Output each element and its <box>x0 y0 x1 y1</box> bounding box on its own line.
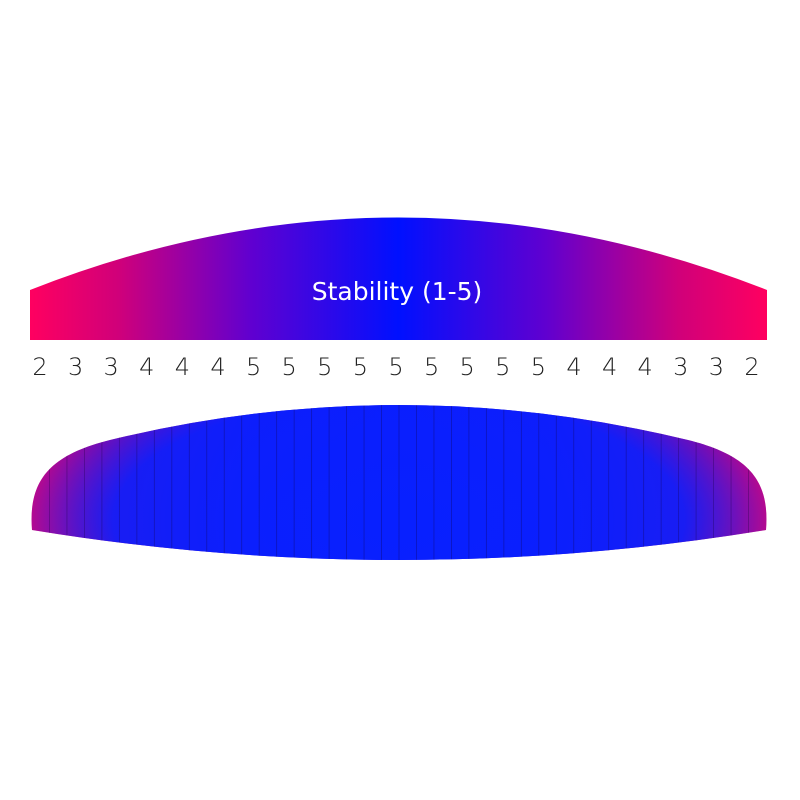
cell-value: 5 <box>424 353 439 381</box>
cell-value: 4 <box>566 353 581 381</box>
cell-value: 4 <box>638 353 653 381</box>
cell-value: 5 <box>460 353 475 381</box>
cell-value: 3 <box>104 353 119 381</box>
top-wing <box>30 217 767 340</box>
cell-value: 2 <box>744 353 759 381</box>
cell-value: 4 <box>210 353 225 381</box>
cell-value: 4 <box>175 353 190 381</box>
cell-value: 5 <box>388 353 403 381</box>
bottom-wing <box>31 405 767 560</box>
wing-shade <box>31 405 767 560</box>
wing-ribs <box>49 405 749 560</box>
cell-value: 5 <box>317 353 332 381</box>
cell-value: 4 <box>139 353 154 381</box>
cell-value: 3 <box>709 353 724 381</box>
cell-value: 5 <box>353 353 368 381</box>
cell-value: 3 <box>673 353 688 381</box>
cell-value: 5 <box>246 353 261 381</box>
cell-value: 2 <box>32 353 47 381</box>
title: Stability (1-5) <box>312 277 483 306</box>
cell-value: 5 <box>282 353 297 381</box>
cell-value: 4 <box>602 353 617 381</box>
cell-value: 5 <box>531 353 546 381</box>
cell-value: 5 <box>495 353 510 381</box>
cell-value: 3 <box>68 353 83 381</box>
